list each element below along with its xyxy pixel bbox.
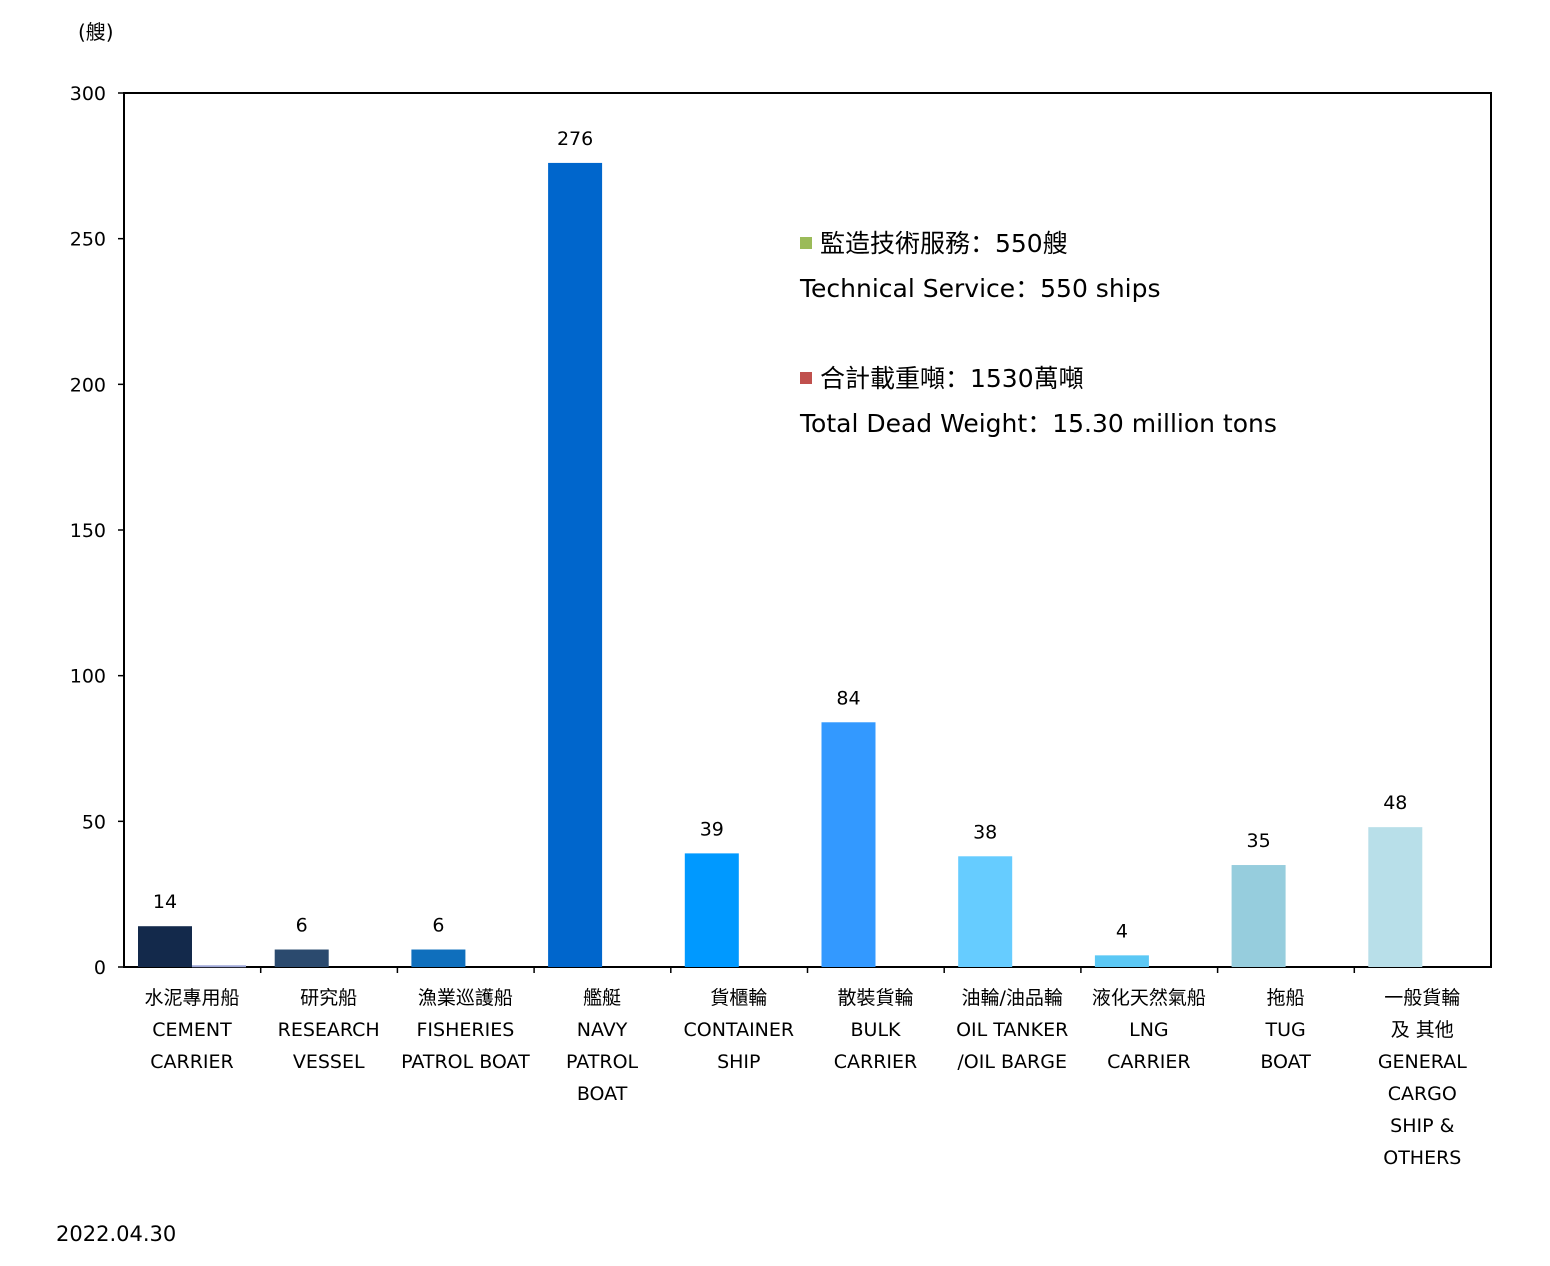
y-tick-label: 100 [70,666,106,688]
bar [821,722,876,967]
bar [1094,955,1149,967]
x-category-label-line: /OIL BARGE [957,1051,1067,1073]
data-label: 14 [153,891,177,913]
x-category-label: 拖船 TUG BOAT [1211,982,1361,1078]
x-category-label: 水泥專用船 CEMENT CARRIER [117,982,267,1078]
x-category-label-line: PATROL [566,1051,639,1073]
x-category-label: 一般貨輪及 其他 GENERAL CARGO SHIP & OTHERS [1347,982,1497,1174]
x-category-label: 散裝貨輪 BULK CARRIER [801,982,951,1078]
data-label: 35 [1247,830,1271,852]
x-category-label-line: PATROL BOAT [401,1051,530,1073]
x-category-label-line: OIL TANKER [956,1019,1069,1041]
data-label: 39 [700,818,724,840]
y-tick-label: 150 [70,520,106,542]
x-category-label-line: RESEARCH [277,1019,380,1041]
data-label: 6 [296,915,308,937]
data-label: 6 [432,915,444,937]
data-label: 4 [1116,920,1128,942]
date-label: 2022.04.30 [56,1222,177,1246]
x-category-label-line: VESSEL [292,1051,365,1073]
x-category-label-line: 貨櫃輪 [710,987,768,1009]
bar [274,949,329,967]
bar [958,856,1013,967]
legend-dead-weight-zh: 合計載重噸：1530萬噸 [800,359,1084,395]
data-label: 84 [836,687,860,709]
legend-technical-service-zh: 監造技術服務：550艘 [800,224,1068,260]
data-label: 48 [1383,792,1407,814]
x-category-label-line: 散裝貨輪 [837,987,914,1009]
legend-technical-service-en: Technical Service：550 ships [800,274,1161,303]
legend-dead-weight-zh-text: 合計載重噸：1530萬噸 [820,364,1084,393]
x-category-label-line: CARRIER [1107,1051,1191,1073]
x-category-label-line: 及 其他 [1390,1019,1454,1041]
x-category-label-line: BOAT [1260,1051,1311,1073]
x-category-label-line: CEMENT [152,1019,232,1041]
y-axis-unit-label: (艘) [78,20,114,44]
x-category-label-line: 漁業巡護船 [417,987,513,1009]
x-category-label-line: 液化天然氣船 [1091,987,1206,1009]
x-category-label-line: FISHERIES [416,1019,515,1041]
y-tick-label: 0 [94,957,106,979]
x-category-label-line: CONTAINER [683,1019,795,1041]
x-category-label-line: CARRIER [150,1051,234,1073]
x-category-label-line: OTHERS [1383,1147,1462,1169]
x-category-label: 貨櫃輪 CONTAINER SHIP [664,982,814,1078]
x-category-label-line: SHIP & [1390,1115,1455,1137]
data-label: 38 [973,821,997,843]
x-category-label-line: LNG [1129,1019,1169,1041]
x-category-label-line: CARGO [1387,1083,1457,1105]
x-category-label-line: TUG [1265,1019,1306,1041]
x-category-label-line: BOAT [576,1083,628,1105]
x-category-label-line: 拖船 [1266,987,1305,1009]
bar [684,853,739,967]
bar [1368,827,1423,967]
x-category-label-line: 水泥專用船 [144,987,240,1009]
x-category-label: 油輪/油品輪 OIL TANKER/OIL BARGE [937,982,1087,1078]
y-tick-label: 50 [82,811,106,833]
x-category-label: 液化天然氣船 LNG CARRIER [1074,982,1224,1078]
x-category-label-line: NAVY [576,1019,628,1041]
bar-secondary [192,965,246,968]
bar [411,949,466,967]
x-category-label-line: 艦艇 [583,987,622,1009]
legend-marker-dead-weight [800,372,812,384]
y-tick-label: 300 [70,83,106,105]
x-category-label: 漁業巡護船 FISHERIES PATROL BOAT [390,982,540,1078]
legend-marker-technical-service [800,237,812,249]
x-category-label-line: 研究船 [300,987,358,1009]
x-category-label-line: CARRIER [833,1051,918,1073]
legend-dead-weight-en: Total Dead Weight：15.30 million tons [800,409,1277,438]
x-category-label-line: 油輪/油品輪 [961,987,1063,1009]
bar [548,162,603,968]
x-category-label: 研究船 RESEARCH VESSEL [254,982,404,1078]
y-tick-label: 200 [70,374,106,396]
x-category-label-line: 一般貨輪 [1384,987,1461,1009]
x-category-label-line: GENERAL [1377,1051,1467,1073]
legend-technical-service-zh-text: 監造技術服務：550艘 [820,229,1068,258]
x-category-label: 艦艇 NAVY PATROL BOAT [527,982,677,1110]
data-label: 276 [557,128,593,150]
x-category-label-line: SHIP [717,1051,761,1073]
x-category-label-line: BULK [850,1019,901,1041]
bar [138,926,192,967]
y-tick-label: 250 [70,229,106,251]
bar [1231,865,1286,967]
